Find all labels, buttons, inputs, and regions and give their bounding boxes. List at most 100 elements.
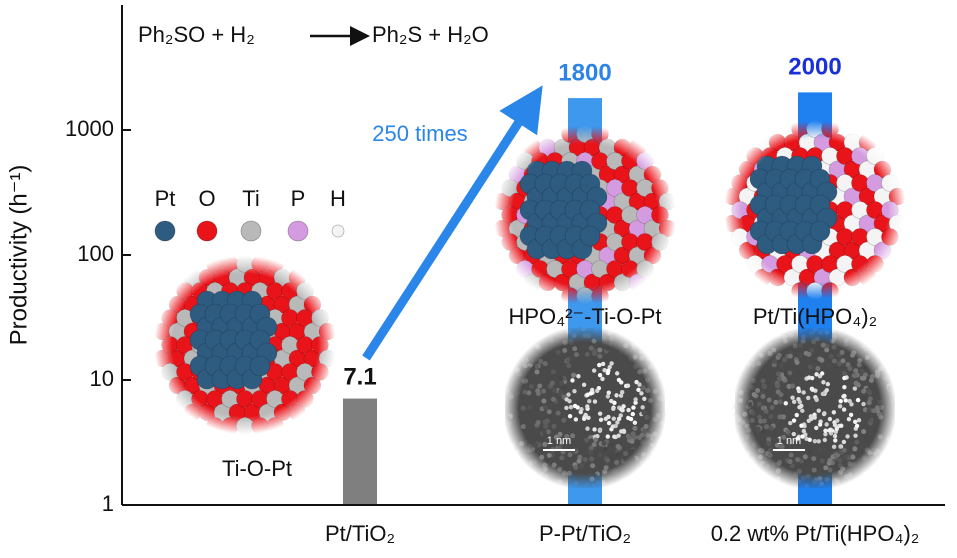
- tem-dot: [657, 436, 663, 442]
- tem-dot: [787, 459, 793, 465]
- tem-dot: [856, 329, 862, 335]
- tem-dot: [541, 430, 547, 436]
- tem-dot: [542, 462, 548, 468]
- reaction-left: Ph₂SO + H₂: [138, 22, 255, 47]
- tem-dot: [878, 414, 884, 420]
- tem-dot: [529, 359, 535, 365]
- tem-dot: [620, 478, 626, 484]
- tem-dot: [881, 478, 887, 484]
- tem-dot: [812, 479, 818, 485]
- tem-dot: [843, 398, 848, 403]
- tem-dot: [761, 474, 767, 480]
- tem-dot: [831, 327, 837, 333]
- tem-dot: [755, 388, 761, 394]
- tem-dot: [835, 418, 840, 423]
- tem-dot: [800, 408, 805, 413]
- atom: [636, 260, 654, 278]
- tem-dot: [518, 441, 524, 447]
- tem-dot: [581, 416, 587, 421]
- tem-dot: [641, 473, 647, 479]
- atom: [888, 214, 907, 233]
- tem-dot: [768, 425, 774, 431]
- tem-dot: [555, 349, 561, 355]
- tem-dot: [822, 411, 827, 416]
- tem-dot: [538, 358, 544, 364]
- tem-dot: [631, 405, 636, 410]
- tem-dot: [539, 454, 545, 460]
- tem-dot: [615, 420, 620, 425]
- tem-dot: [582, 457, 588, 463]
- tem-dot: [505, 358, 511, 364]
- tem-dot: [881, 485, 887, 491]
- tem-dot: [845, 434, 850, 439]
- atom: [651, 206, 669, 224]
- tem-dot: [653, 460, 659, 466]
- tem-dot: [842, 385, 847, 390]
- atom: [636, 152, 654, 170]
- tem-dot: [633, 364, 639, 370]
- tem-dot: [541, 398, 547, 404]
- tem-dot: [776, 333, 782, 339]
- tem-image: 1 nm: [732, 326, 897, 491]
- tem-dot: [549, 380, 555, 386]
- tem-dot: [891, 328, 897, 334]
- tem-dot: [597, 372, 603, 378]
- tem-dot: [562, 385, 568, 391]
- structure-label: Ti-O-Pt: [222, 456, 292, 481]
- tem-dot: [822, 437, 828, 443]
- tem-dot: [878, 341, 884, 347]
- tem-dot: [647, 445, 653, 451]
- tem-dot: [594, 388, 600, 394]
- tem-dot: [607, 330, 613, 336]
- tem-dot: [573, 417, 579, 422]
- tem-dot: [847, 366, 853, 372]
- tem-dot: [529, 478, 535, 484]
- atom: [858, 133, 877, 152]
- tem-dot: [621, 404, 626, 409]
- tem-dot: [751, 392, 757, 398]
- atom: [628, 138, 647, 157]
- tem-dot: [568, 404, 574, 410]
- tem-dot: [552, 483, 558, 489]
- tem-dot: [507, 420, 513, 426]
- tem-dot: [515, 340, 521, 346]
- tem-dot: [817, 447, 823, 453]
- tem-dot: [854, 423, 860, 429]
- tem-dot: [527, 405, 533, 411]
- atom: [266, 255, 284, 273]
- tem-dot: [520, 354, 526, 360]
- tem-dot: [735, 461, 741, 467]
- atom: [658, 192, 677, 211]
- tem-dot: [885, 364, 891, 370]
- tem-dot: [843, 338, 849, 344]
- tem-dot: [834, 479, 840, 485]
- tem-dot: [522, 336, 528, 342]
- tem-dot: [623, 456, 629, 462]
- tem-dot: [837, 457, 843, 463]
- tem-dot: [618, 413, 623, 418]
- tem-dot: [851, 373, 857, 379]
- tem-dot: [809, 347, 815, 353]
- tem-dot: [514, 484, 520, 490]
- tem-dot: [597, 347, 603, 353]
- tem-dot: [865, 340, 871, 346]
- tem-dot: [573, 480, 579, 486]
- tem-dot: [811, 339, 817, 345]
- tem-dot: [757, 326, 763, 332]
- tem-dot: [785, 429, 791, 435]
- tem-dot: [652, 436, 658, 442]
- tem-dot: [793, 471, 799, 477]
- tem-dot: [588, 345, 594, 351]
- tem-dot: [658, 382, 664, 388]
- tem-dot: [771, 347, 777, 353]
- tem-dot: [582, 333, 588, 339]
- tem-dot: [534, 369, 540, 375]
- atom: [579, 225, 601, 247]
- tem-dot: [827, 457, 833, 463]
- atom: [821, 282, 839, 300]
- tem-dot: [504, 415, 510, 421]
- tem-dot: [848, 412, 854, 418]
- tem-dot: [649, 325, 655, 331]
- tem-dot: [516, 371, 522, 377]
- tem-dot: [889, 460, 895, 466]
